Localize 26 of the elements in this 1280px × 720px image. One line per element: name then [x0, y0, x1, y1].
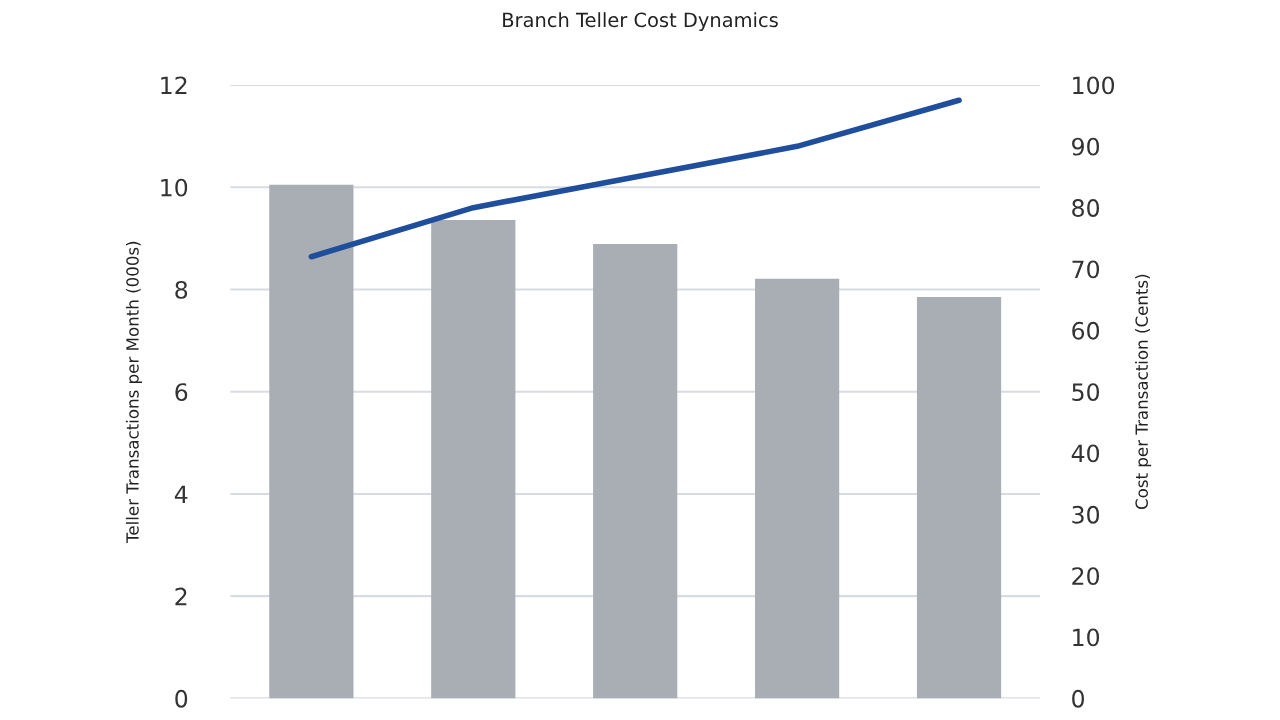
- y2-tick-label: 100: [1073, 76, 1115, 95]
- y-axis-title: Teller Transactions per Month (000s): [125, 241, 143, 544]
- y2-tick-label: 80: [1072, 199, 1100, 217]
- y-tick-label: 10: [161, 178, 188, 197]
- bar: [593, 243, 678, 699]
- y2-tick-label: 30: [1072, 505, 1100, 524]
- y2-tick-label: 20: [1072, 567, 1100, 586]
- y2-tick-label: 50: [1072, 383, 1100, 401]
- y2-axis-title: Cost per Transaction (Cents): [1135, 274, 1152, 510]
- bar: [269, 184, 354, 699]
- y2-tick-label: 0: [1072, 689, 1085, 708]
- y-tick-label: 0: [175, 689, 188, 708]
- y-tick-label: 2: [175, 587, 187, 606]
- y2-tick-label: 40: [1071, 444, 1100, 463]
- y2-tick-label: 60: [1072, 321, 1100, 340]
- y2-tick-label: 10: [1073, 628, 1100, 647]
- y-tick-label: 6: [175, 383, 188, 401]
- bar: [755, 278, 840, 699]
- y2-tick-label: 90: [1072, 137, 1100, 156]
- bar: [916, 297, 1002, 699]
- chart-title: Branch Teller Cost Dynamics: [503, 12, 778, 32]
- y-tick-label: 12: [161, 76, 187, 94]
- y2-tick-label: 70: [1072, 260, 1100, 279]
- bar: [431, 219, 516, 699]
- y-tick-label: 4: [174, 485, 188, 503]
- y-tick-label: 8: [175, 280, 188, 299]
